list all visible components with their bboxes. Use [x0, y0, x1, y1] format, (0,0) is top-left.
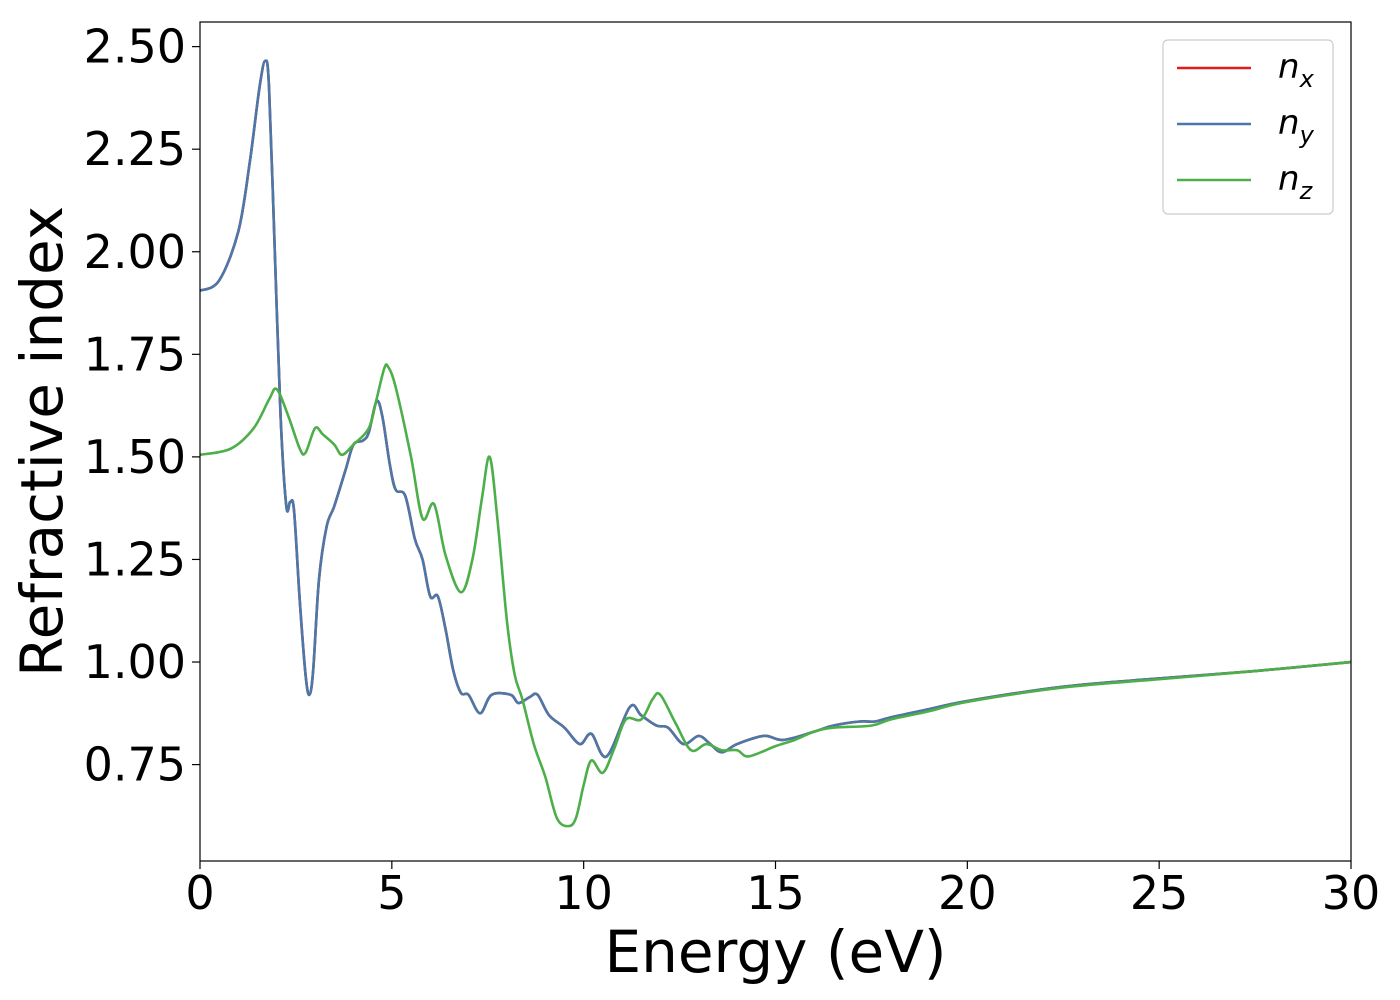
x-axis-title: Energy (eV): [604, 918, 946, 986]
y-tick-label: 2.25: [84, 122, 186, 176]
y-tick-label: 1.25: [84, 532, 186, 586]
y-tick-label: 0.75: [84, 738, 186, 792]
legend-label-main: n: [1278, 47, 1300, 87]
x-tick-label: 10: [554, 866, 613, 920]
x-tick-label: 20: [938, 866, 997, 920]
y-tick-label: 2.00: [84, 225, 186, 279]
y-axis: 0.75 1.00 1.25 1.50 1.75 2.00 2.25 2.50: [84, 20, 200, 792]
y-tick-label: 2.50: [84, 20, 186, 74]
legend-label-main: n: [1278, 103, 1300, 143]
x-tick-label: 30: [1322, 866, 1381, 920]
y-tick-label: 1.00: [84, 635, 186, 689]
legend-label-subscript: y: [1299, 121, 1315, 149]
x-tick-label: 5: [377, 866, 406, 920]
legend-label-subscript: x: [1299, 65, 1315, 93]
x-axis: 0 5 10 15 20 25 30: [185, 861, 1380, 920]
series-layer: [199, 59, 1352, 828]
legend-label-subscript: z: [1299, 177, 1314, 205]
y-tick-label: 1.50: [84, 430, 186, 484]
y-tick-label: 1.75: [84, 327, 186, 381]
x-tick-label: 15: [746, 866, 805, 920]
legend-box: [1162, 39, 1334, 215]
legend-label-main: n: [1278, 159, 1300, 199]
x-tick-label: 0: [185, 866, 214, 920]
series-line-ny: [199, 59, 1352, 759]
series-line-nz: [199, 363, 1352, 828]
x-tick-label: 25: [1130, 866, 1189, 920]
legend-label-ny: ny: [1278, 103, 1315, 149]
legend-label-nx: nx: [1278, 47, 1315, 93]
y-axis-title: Refractive index: [8, 206, 76, 677]
legend-label-nz: nz: [1278, 159, 1314, 205]
